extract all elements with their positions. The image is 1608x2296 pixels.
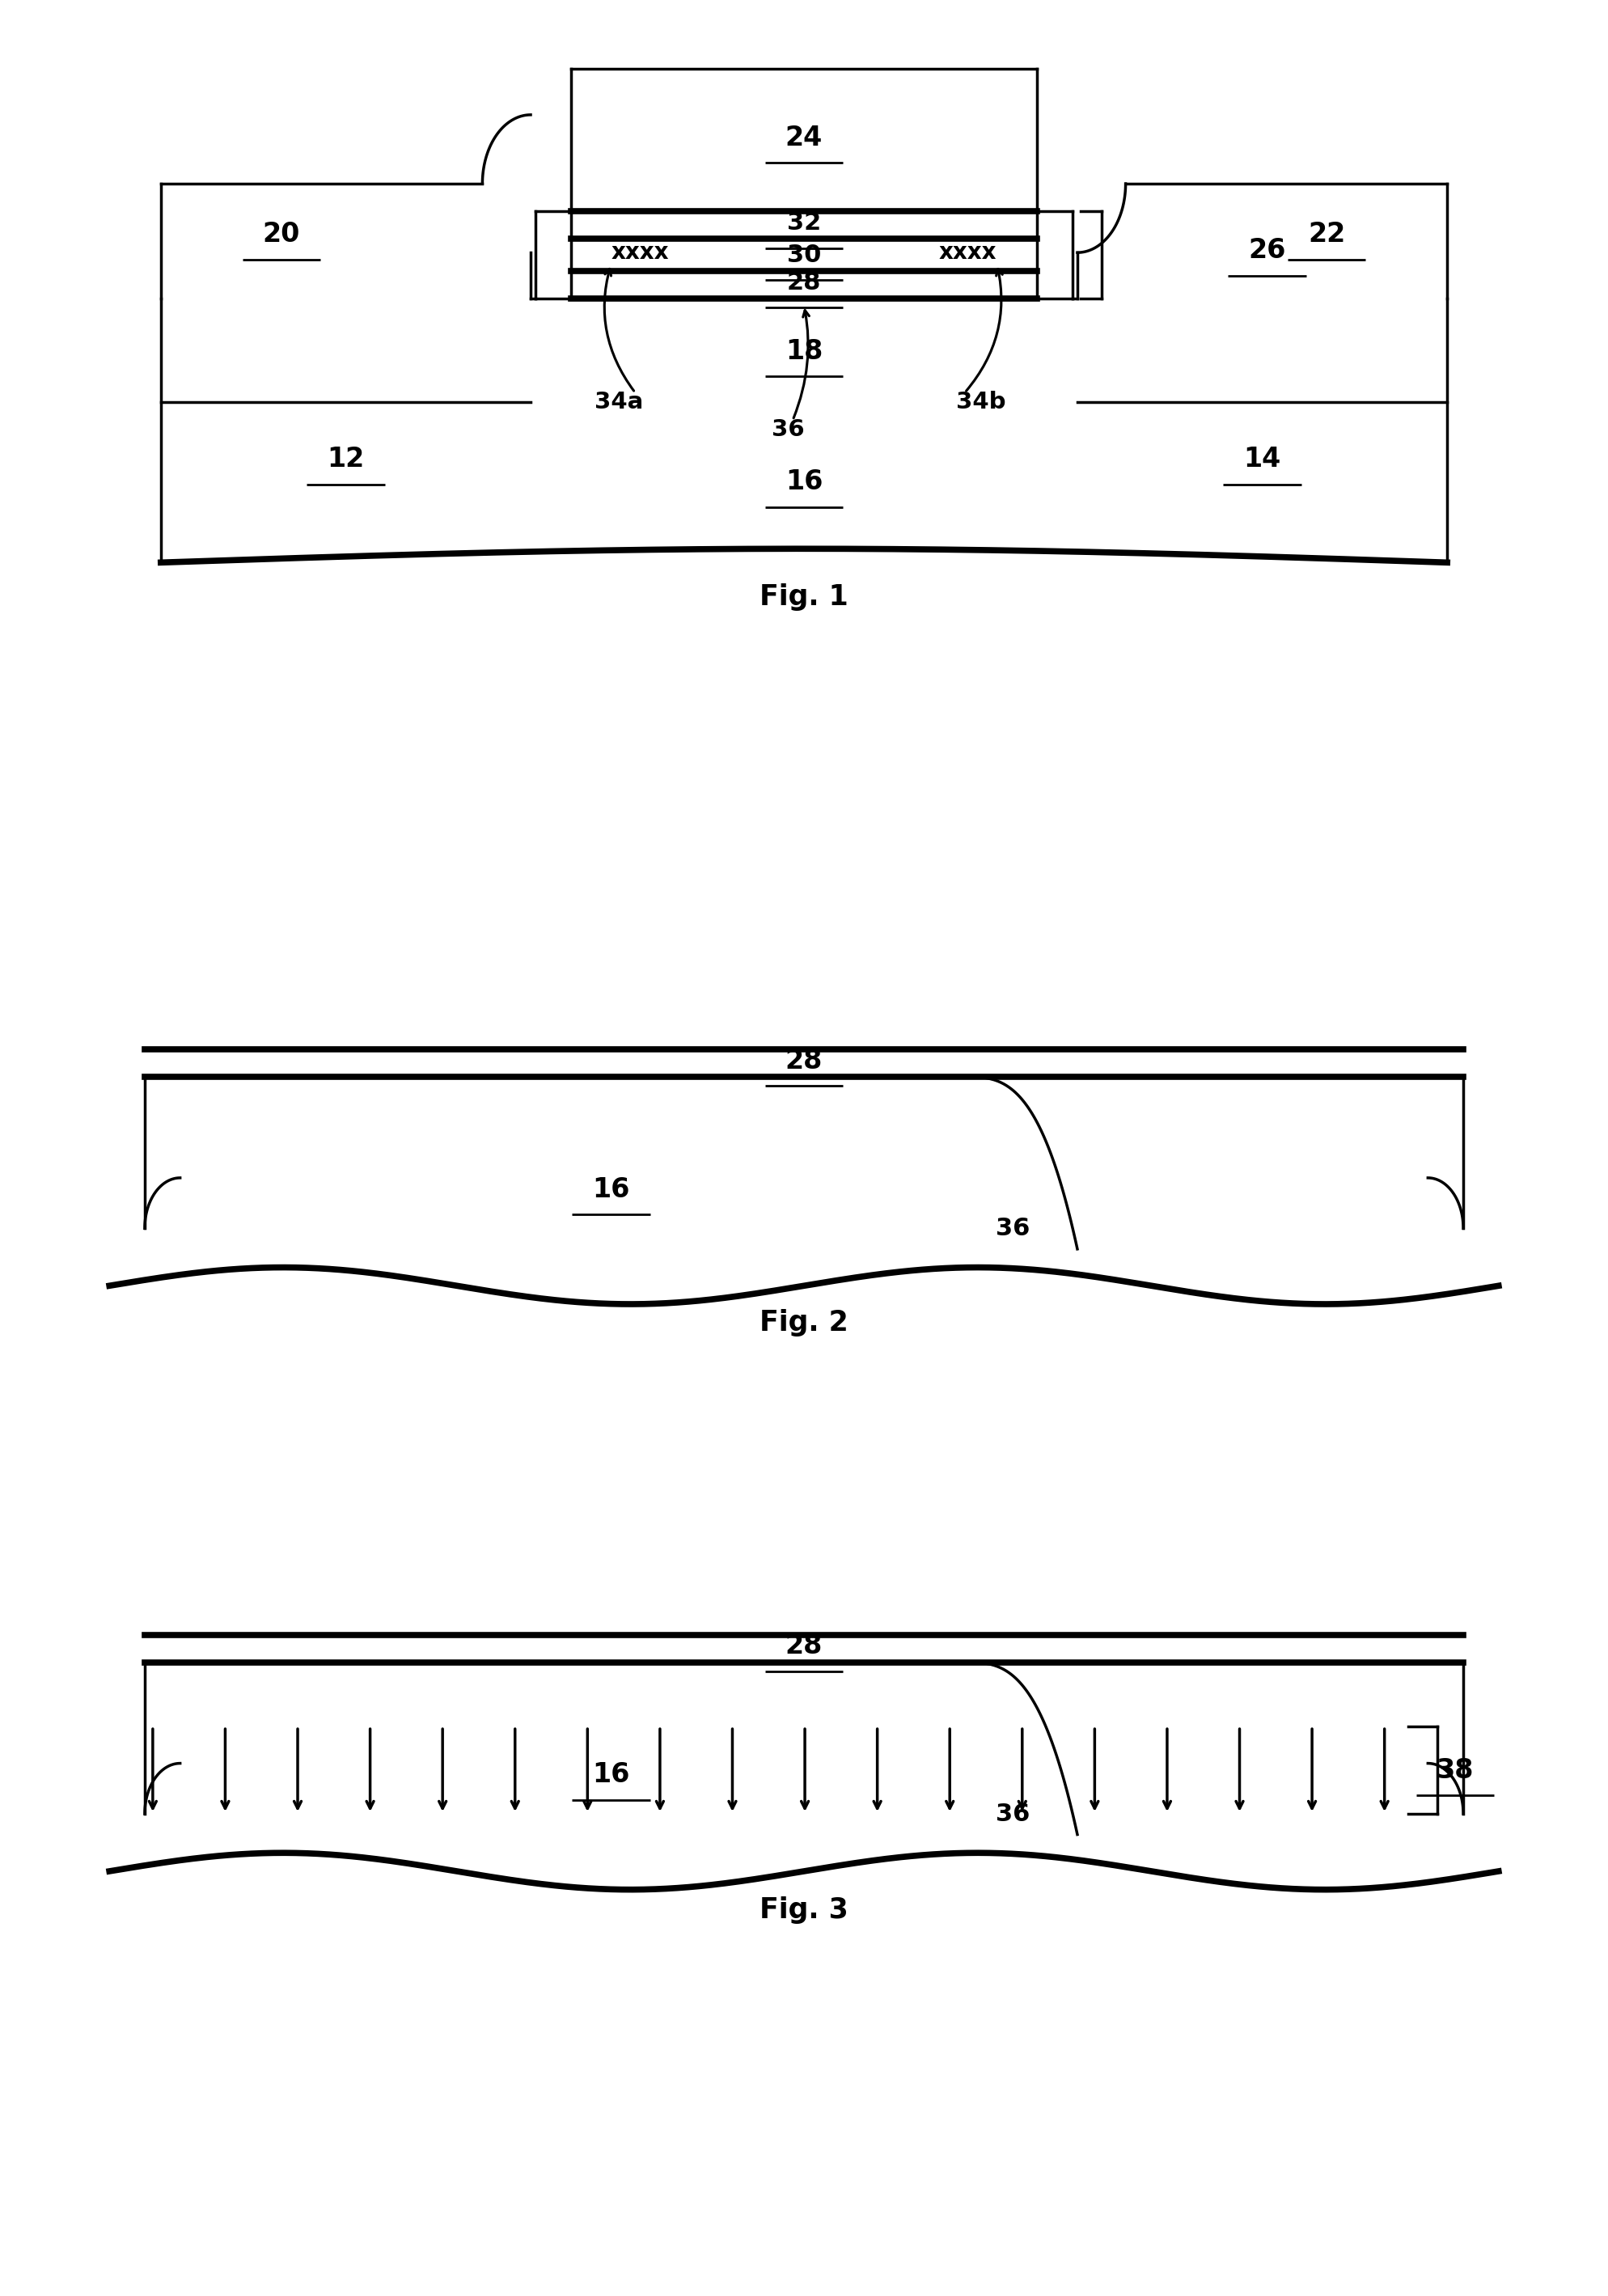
- Text: 28: 28: [785, 1047, 823, 1075]
- Text: 36: 36: [772, 418, 804, 441]
- Text: Fig. 3: Fig. 3: [759, 1896, 849, 1924]
- Text: 38: 38: [1436, 1756, 1475, 1784]
- Text: 16: 16: [592, 1176, 630, 1203]
- Text: 34a: 34a: [595, 390, 643, 413]
- Text: 30: 30: [786, 243, 822, 266]
- Text: Fig. 1: Fig. 1: [759, 583, 849, 611]
- Text: 18: 18: [785, 338, 823, 365]
- Text: 28: 28: [786, 271, 822, 294]
- Text: 22: 22: [1307, 220, 1346, 248]
- Text: 36: 36: [995, 1802, 1031, 1825]
- Text: 34b: 34b: [957, 390, 1005, 413]
- Text: 36: 36: [995, 1217, 1031, 1240]
- Text: xxxx: xxxx: [611, 241, 669, 264]
- Text: Fig. 2: Fig. 2: [759, 1309, 849, 1336]
- Text: 16: 16: [785, 468, 823, 496]
- Text: 20: 20: [262, 220, 301, 248]
- Text: 12: 12: [326, 445, 365, 473]
- Text: 16: 16: [592, 1761, 630, 1789]
- Text: 24: 24: [785, 124, 823, 152]
- Text: 26: 26: [1248, 236, 1286, 264]
- Text: 32: 32: [786, 211, 822, 234]
- Text: 14: 14: [1243, 445, 1282, 473]
- Text: xxxx: xxxx: [939, 241, 997, 264]
- Text: 28: 28: [785, 1632, 823, 1660]
